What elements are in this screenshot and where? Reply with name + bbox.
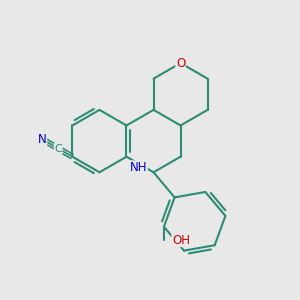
- Text: OH: OH: [172, 234, 190, 247]
- Text: O: O: [176, 57, 185, 70]
- Text: N: N: [38, 133, 47, 146]
- Text: C: C: [54, 143, 62, 154]
- Text: NH: NH: [130, 161, 147, 174]
